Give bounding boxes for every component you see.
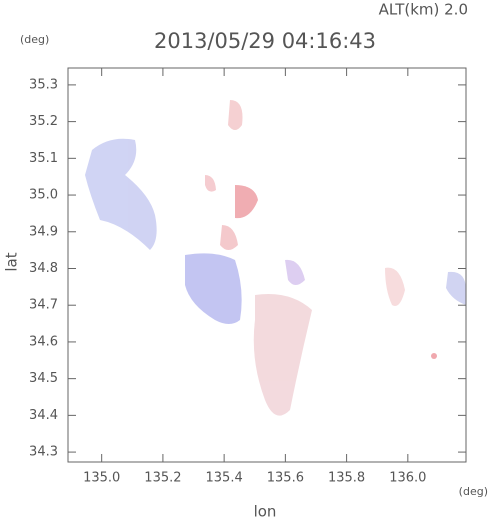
y-tick-label: 34.9 (29, 224, 58, 239)
echo (185, 253, 242, 324)
echoes (85, 100, 466, 416)
echo (431, 353, 437, 359)
x-tick-label: 135.2 (144, 471, 181, 486)
y-tick-label: 34.3 (29, 445, 58, 460)
x-tick-label: 136.0 (389, 471, 426, 486)
y-tick-label: 34.6 (29, 334, 58, 349)
x-unit: (deg) (459, 485, 488, 498)
echo (385, 267, 405, 306)
x-tick-label: 135.4 (206, 471, 243, 486)
chart-title: 2013/05/29 04:16:43 (154, 29, 376, 53)
y-tick-label: 35.1 (29, 151, 58, 166)
y-axis-label: lat (3, 252, 21, 271)
y-tick-label: 35.0 (29, 188, 58, 203)
echo (220, 225, 238, 250)
y-tick-label: 34.7 (29, 298, 58, 313)
plot-frame (67, 67, 467, 463)
x-tick-label: 135.6 (267, 471, 304, 486)
echo (235, 185, 258, 219)
x-tick-label: 135.0 (83, 471, 120, 486)
y-tick-label: 35.2 (29, 114, 58, 129)
y-tick-label: 34.4 (29, 408, 58, 423)
y-tick-label: 35.3 (29, 77, 58, 92)
echo (446, 271, 466, 305)
x-axis-label: lon (254, 503, 277, 521)
echo (253, 294, 312, 416)
echo (85, 138, 157, 250)
x-tick-label: 135.8 (328, 471, 365, 486)
y-tick-label: 34.8 (29, 261, 58, 276)
y-unit: (deg) (20, 33, 49, 46)
echo (205, 175, 216, 192)
echo (228, 100, 243, 130)
y-tick-label: 34.5 (29, 371, 58, 386)
altitude-label: ALT(km) 2.0 (379, 1, 468, 19)
echo (285, 259, 305, 285)
